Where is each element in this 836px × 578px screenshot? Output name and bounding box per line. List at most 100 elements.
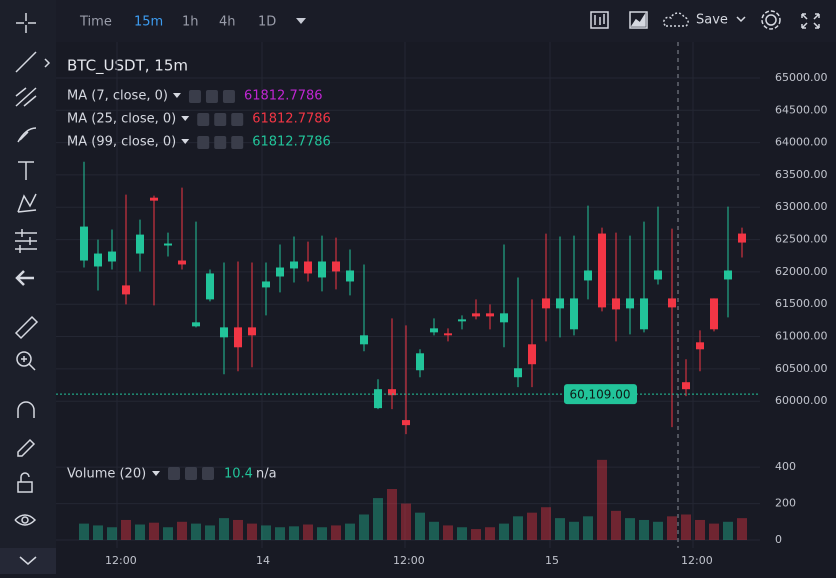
time-axis — [56, 548, 760, 574]
volume-bar — [247, 523, 257, 540]
dropdown-icon[interactable] — [152, 471, 160, 476]
measure-tool[interactable] — [15, 229, 37, 253]
pattern-tool[interactable] — [17, 193, 37, 213]
dropdown-icon[interactable] — [181, 139, 190, 144]
candle-body — [248, 327, 256, 336]
candle-body — [290, 261, 298, 269]
magnet-tool[interactable] — [17, 401, 35, 418]
interval-option[interactable]: Time — [79, 15, 112, 30]
volume-bar — [723, 521, 733, 540]
dropdown-icon[interactable] — [181, 116, 190, 121]
candle-body — [220, 327, 228, 338]
volume-bar — [303, 524, 313, 540]
zoom-tool[interactable] — [16, 351, 32, 367]
candle-body — [276, 267, 284, 277]
back-tool[interactable] — [15, 270, 34, 286]
volume-bar — [597, 459, 607, 540]
y-tick-label: 62500.00 — [775, 233, 828, 246]
volume-bar — [163, 527, 173, 540]
x-tick-label: 12:00 — [393, 554, 425, 567]
settings-button[interactable] — [765, 14, 777, 26]
interval-option[interactable]: 1D — [258, 15, 276, 30]
indicator-name: MA (7, close, 0) — [67, 89, 168, 104]
candle-body — [444, 333, 452, 336]
settings-button[interactable] — [214, 136, 227, 149]
cloud-icon[interactable] — [663, 12, 689, 27]
y-tick-label: 63000.00 — [775, 200, 828, 213]
interval-option[interactable]: 1h — [182, 15, 199, 30]
interval-option[interactable]: 4h — [219, 15, 236, 30]
settings-button[interactable] — [185, 467, 197, 480]
settings-button[interactable] — [214, 113, 227, 126]
candle-body — [500, 313, 508, 323]
volume-bar — [709, 523, 719, 540]
volume-bar — [569, 521, 579, 540]
eye-button[interactable] — [188, 90, 201, 103]
eye-button[interactable] — [197, 136, 210, 149]
remove-button[interactable] — [231, 136, 244, 149]
volume-bar — [331, 525, 341, 540]
interval-dropdown[interactable] — [296, 18, 306, 24]
indicators-button[interactable] — [590, 11, 609, 29]
fullscreen-button[interactable] — [801, 13, 820, 29]
volume-bar — [639, 519, 649, 540]
candle-body — [570, 298, 578, 330]
crosshair-tool[interactable] — [16, 13, 36, 33]
candle-body — [556, 298, 564, 309]
y-tick-label: 61500.00 — [775, 297, 828, 310]
ruler-tool[interactable] — [14, 315, 39, 340]
volume-bar — [401, 503, 411, 540]
y-tick-label: 64500.00 — [775, 103, 828, 116]
candle-body — [724, 270, 732, 280]
y-tick-label: 64000.00 — [775, 136, 828, 149]
candle-body — [150, 197, 158, 201]
chevron-icon — [19, 556, 37, 565]
volume-bar — [611, 510, 621, 540]
candle-body — [472, 313, 480, 317]
candle-body — [640, 298, 648, 330]
remove-button[interactable] — [202, 467, 214, 480]
y-tick-label: 60500.00 — [775, 362, 828, 375]
last-price-box — [564, 384, 637, 405]
candle-body — [682, 382, 690, 390]
text-tool[interactable] — [18, 161, 34, 180]
remove-button[interactable] — [222, 90, 235, 103]
lock-draw-tool[interactable] — [17, 438, 36, 457]
line-tool[interactable] — [15, 51, 37, 73]
collapse-button[interactable] — [0, 548, 56, 574]
y-tick-label: 400 — [775, 460, 796, 473]
chart-title: BTC_USDT, 15m — [67, 57, 188, 76]
chart-type-button[interactable] — [629, 11, 648, 29]
brush-tool[interactable] — [17, 127, 37, 143]
save-dropdown[interactable] — [736, 16, 746, 23]
x-tick-label: 15 — [545, 554, 559, 567]
save-button[interactable]: Save — [696, 13, 728, 28]
top-icons — [590, 10, 820, 30]
visibility-tool[interactable] — [14, 514, 37, 526]
volume-bar — [541, 507, 551, 540]
lock-tool[interactable] — [17, 481, 33, 493]
eye-button[interactable] — [168, 467, 180, 480]
remove-button[interactable] — [231, 113, 244, 126]
candle-body — [416, 353, 424, 371]
interval-option[interactable]: 15m — [134, 15, 163, 30]
volume-bar — [737, 518, 747, 540]
candle-body — [374, 389, 382, 409]
settings-button[interactable] — [205, 90, 218, 103]
candle-body — [654, 270, 662, 280]
candle-body — [710, 298, 718, 330]
fib-tool[interactable] — [15, 87, 37, 107]
dropdown-icon[interactable] — [172, 93, 181, 98]
eye-button[interactable] — [197, 113, 210, 126]
candle-body — [318, 261, 326, 278]
x-tick-label: 12:00 — [681, 554, 713, 567]
volume-bar — [513, 516, 523, 540]
left-toolbar — [0, 0, 56, 574]
indicator-value: 61812.7786 — [244, 89, 323, 104]
more-arrow[interactable] — [44, 58, 51, 68]
volume-bar — [107, 527, 117, 540]
volume-bar — [443, 525, 453, 540]
tool-icons — [14, 13, 51, 526]
